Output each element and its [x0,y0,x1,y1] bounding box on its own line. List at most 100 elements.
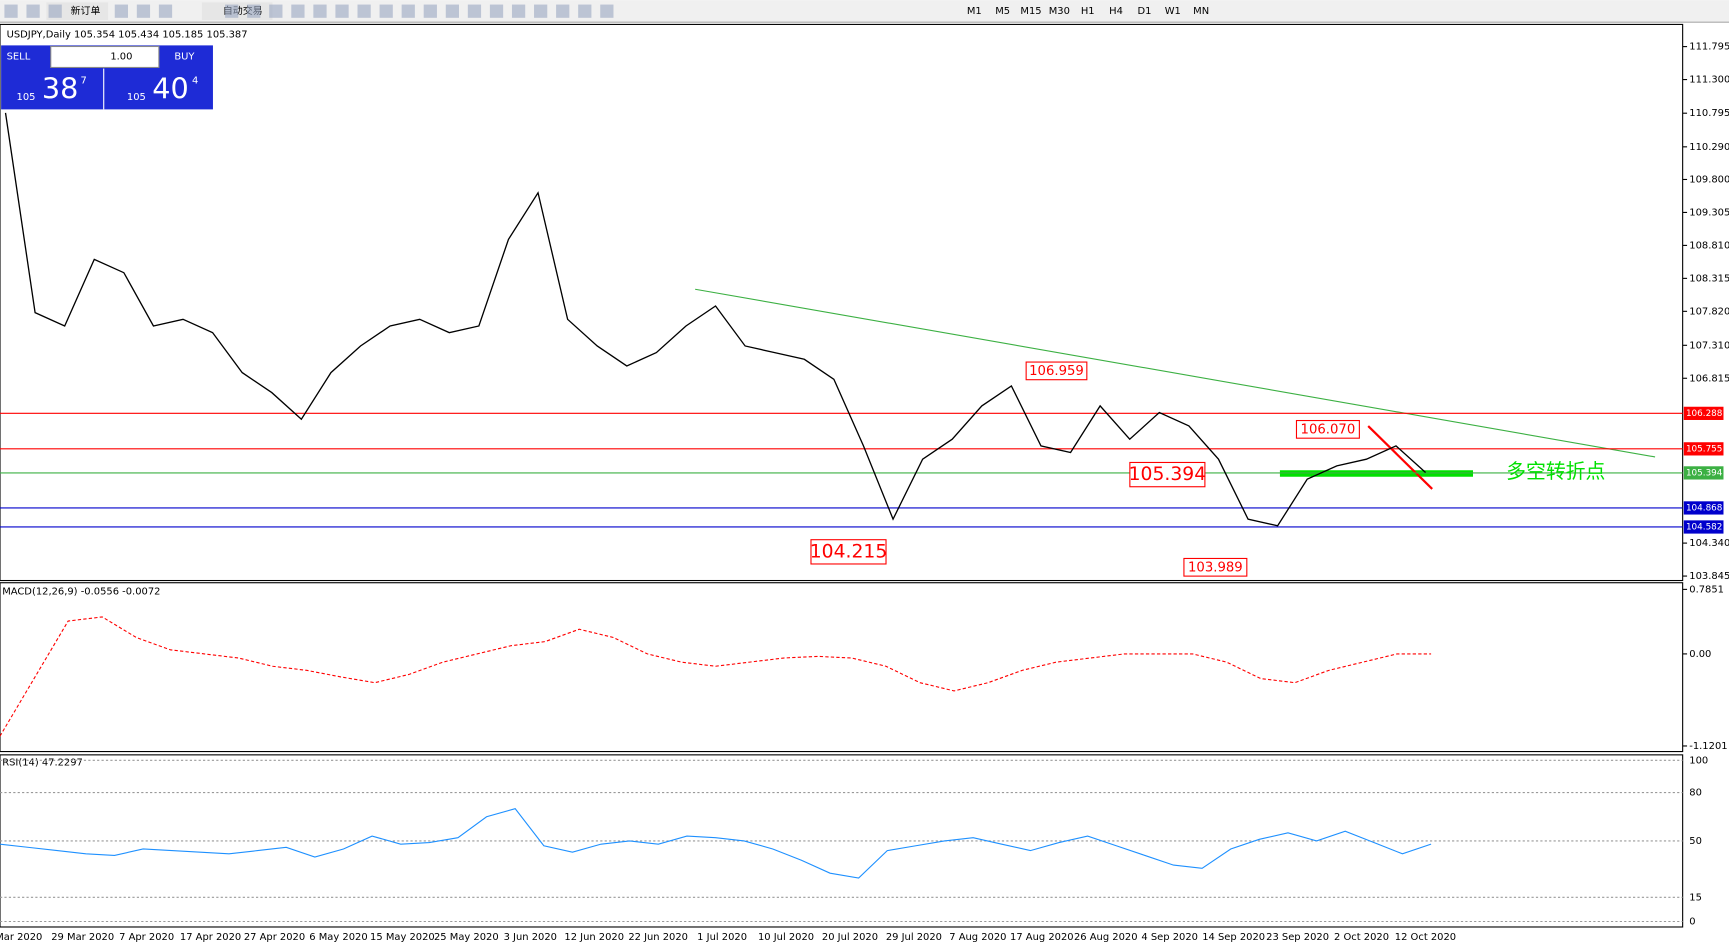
quote-sell-pip: 7 [81,76,87,87]
y-tick-label: 100 [1689,755,1708,766]
quote-buy-big: 105 [127,92,146,103]
y-tick-label: 50 [1689,836,1702,847]
tool-icon[interactable] [467,4,482,18]
level-label: 106.288 [1686,409,1722,419]
timeframe-button[interactable]: M5 [995,6,1010,17]
sell-button[interactable]: SELL [7,51,31,62]
x-tick-label: 17 Apr 2020 [180,932,241,943]
x-tick-label: 27 Apr 2020 [244,932,305,943]
tool-icon[interactable] [291,4,305,18]
buy-button[interactable]: BUY [174,51,195,62]
tool-icon[interactable] [225,4,239,18]
x-tick-label: 6 May 2020 [309,932,367,943]
rsi-line [0,808,1432,879]
annotation-box [1025,361,1088,381]
tool-icon[interactable] [247,4,261,18]
y-tick-label: 107.820 [1689,306,1729,317]
timeframe-button[interactable]: M30 [1049,6,1070,17]
tool-icon[interactable] [136,4,151,18]
tool-icon[interactable] [511,4,526,18]
tool-icon[interactable] [335,4,349,18]
tool-icon[interactable] [26,4,40,18]
timeframe-button[interactable]: W1 [1165,6,1181,17]
annotation: 105.394 [1129,464,1207,485]
tool-icon[interactable] [401,4,415,18]
tool-icon[interactable] [48,4,62,18]
annotation-box [810,539,887,565]
timeframe-button[interactable]: H1 [1081,6,1095,17]
tool-icon[interactable] [534,4,548,18]
x-tick-label: 10 Jul 2020 [758,932,814,943]
tool-icon[interactable] [357,4,371,18]
tool-icon[interactable] [445,4,460,18]
level-tag [1683,520,1724,534]
macd-panel [0,582,1684,753]
y-tick-label: 111.300 [1689,75,1729,86]
y-tick-label: 109.800 [1689,174,1729,185]
tool-icon[interactable] [578,4,592,18]
x-tick-label: 7 Aug 2020 [949,932,1006,943]
y-tick-label: 107.310 [1689,340,1729,351]
timeframe-button[interactable]: D1 [1137,6,1151,17]
timeframe-button[interactable]: M1 [967,6,982,17]
y-tick-label: 108.810 [1689,240,1729,251]
x-tick-label: 2 Oct 2020 [1334,932,1389,943]
x-tick-label: 4 Sep 2020 [1141,932,1198,943]
tool-icon[interactable] [4,4,18,18]
x-tick-label: 15 May 2020 [370,932,435,943]
level-label: 104.868 [1686,503,1722,513]
y-tick-label: 108.315 [1689,273,1729,284]
x-tick-label: 25 May 2020 [434,932,499,943]
lot-size[interactable]: 1.00 [110,51,132,62]
y-tick-label: 0 [1689,917,1695,928]
new-order-label[interactable]: 新订单 [71,4,101,17]
x-tick-label: 3 Jun 2020 [504,932,557,943]
tool-icon[interactable] [158,4,173,18]
x-tick-label: 20 Jul 2020 [822,932,878,943]
y-tick-label: 106.815 [1689,373,1729,384]
level-tag [1683,466,1724,480]
y-tick-label: 111.795 [1689,42,1729,53]
level-tag [1683,442,1724,456]
x-tick-label: 22 Jun 2020 [628,932,688,943]
level-label: 104.582 [1686,522,1722,532]
annotation-box [1183,557,1248,577]
tool-icon[interactable] [379,4,393,18]
x-tick-label: 17 Aug 2020 [1010,932,1074,943]
quote-sell-big: 105 [17,92,36,103]
pivot-label: 多空转折点 [1506,460,1605,483]
annotation: 106.070 [1301,422,1356,437]
tool-icon[interactable] [313,4,327,18]
level-tag [1683,501,1724,515]
x-tick-label: 7 Apr 2020 [119,932,174,943]
y-tick-label: 109.305 [1689,207,1729,218]
tool-icon[interactable] [556,4,570,18]
x-tick-label: 12 Jun 2020 [564,932,624,943]
trend-arrow [1367,425,1433,490]
rsi-panel [0,754,1684,928]
y-tick-label: -1.1201 [1689,741,1727,752]
y-tick-label: 0.00 [1689,649,1711,660]
x-tick-label: 29 Mar 2020 [51,932,114,943]
x-tick-label: Mar 2020 [0,932,42,943]
price-panel [0,23,1684,582]
rsi-title: RSI(14) 47.2297 [2,758,83,769]
y-tick-label: 110.290 [1689,142,1729,153]
tool-icon[interactable] [269,4,283,18]
timeframe-button[interactable]: MN [1193,6,1209,17]
y-tick-label: 80 [1689,788,1702,799]
tool-icon[interactable] [423,4,437,18]
macd-title: MACD(12,26,9) -0.0556 -0.0072 [2,587,160,598]
level-label: 105.394 [1686,468,1723,478]
timeframe-button[interactable]: M15 [1020,6,1041,17]
annotation: 106.959 [1029,364,1084,379]
tool-icon[interactable] [600,4,614,18]
timeframe-button[interactable]: H4 [1109,6,1123,17]
tool-icon[interactable] [114,4,128,18]
quote-buy-digits: 40 [152,72,188,106]
tool-icon[interactable] [489,4,504,18]
quote-sell-digits: 38 [42,72,78,106]
annotation: 104.215 [810,541,888,562]
